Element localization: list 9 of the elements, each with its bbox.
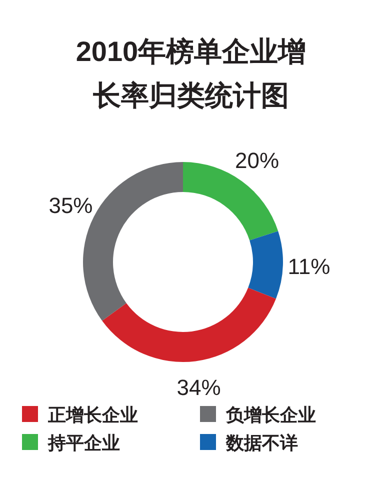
title: 2010年榜单企业增长率归类统计图 <box>74 35 308 113</box>
data-label: 35% <box>48 192 93 218</box>
legend-label: 负增长企业 <box>226 405 316 425</box>
legend-label: 数据不详 <box>226 433 298 453</box>
data-label: 20% <box>235 148 280 174</box>
legend-label: 持平企业 <box>48 433 120 453</box>
legend-label: 正增长企业 <box>48 405 138 425</box>
data-label: 11% <box>288 254 330 279</box>
data-label: 34% <box>176 375 221 400</box>
